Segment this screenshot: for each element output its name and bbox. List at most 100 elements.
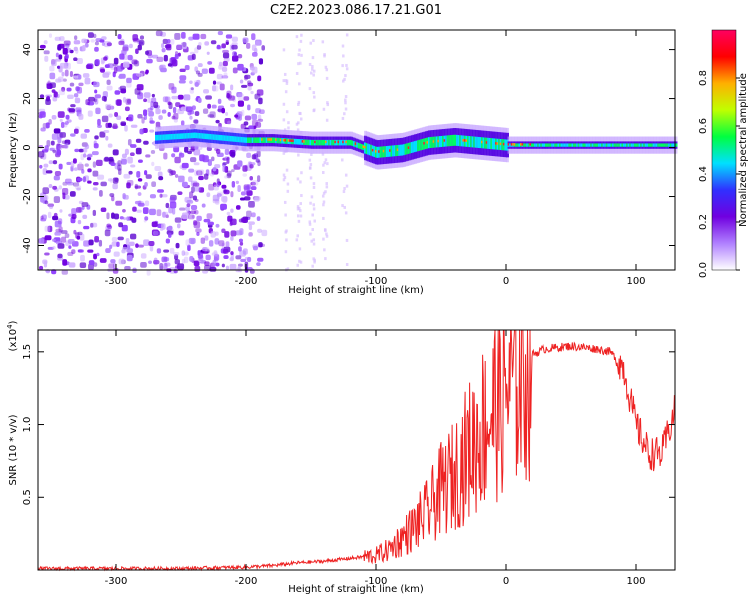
spectrogram-cell [537,143,541,147]
spectrogram-cell [73,128,79,134]
spectrogram-cell [167,225,173,231]
spectrogram-cell [84,129,90,133]
spectrogram-cell [78,148,84,153]
spectrogram-cell [298,82,301,86]
spectrogram-cell [150,150,156,154]
spectrogram-cell [651,143,655,147]
spectrogram-cell [345,67,349,71]
spectrogram-cell [212,134,216,140]
spectrogram-cell [45,98,51,105]
spectrogram-cell [249,66,255,71]
spectrogram-cell [285,238,288,242]
spectrogram-x-tick-label: 0 [503,276,509,287]
spectrogram-cell [242,37,249,43]
spectrogram-cell [417,140,421,152]
spectrogram-cell [619,143,623,147]
spectrogram-cell [202,108,209,114]
spectrogram-cell [286,189,290,193]
spectrogram-cell [329,139,333,146]
spectrogram-cell [42,168,48,175]
spectrogram-cell [239,241,244,246]
spectrogram-cell [674,143,678,147]
spectrogram-cell [231,136,235,142]
spectrogram-cell [121,158,127,165]
spectrogram-cell [77,249,83,253]
spectrogram-cell [257,160,261,167]
spectrogram-cell [178,175,185,183]
spectrogram-cell [136,170,141,178]
spectrogram-cell [236,111,243,117]
spectrogram-cell [111,195,115,202]
snr-y-multiplier: (x104) [6,320,19,351]
spectrogram-cell [49,72,56,80]
spectrogram-cell [257,257,264,262]
spectrogram-cell [540,143,544,147]
spectrogram-cell [43,50,50,55]
spectrogram-cell [161,43,165,49]
spectrogram-cell [163,262,168,270]
spectrogram-cell [177,191,183,196]
spectrogram-cell [194,132,197,139]
spectrogram-cell [167,134,171,140]
spectrogram-cell [112,267,119,274]
spectrogram-cell [81,169,85,174]
spectrogram-cell [46,139,51,147]
snr-y-multiplier-close: ) [8,320,19,324]
spectrogram-cell [71,208,77,215]
spectrogram-cell [81,38,87,44]
spectrogram-cell [148,260,152,264]
spectrogram-cell [203,218,211,223]
spectrogram-cell [207,103,212,109]
spectrogram-cell [39,111,46,118]
spectrogram-cell [126,182,131,189]
spectrogram-cell [156,56,164,62]
spectrogram-cell [93,253,98,260]
spectrogram-cell [93,33,97,39]
spectrogram-cell [309,201,312,205]
spectrogram-cell [143,92,151,98]
spectrogram-cell [158,115,163,120]
spectrogram-cell [176,133,180,140]
spectrogram-cell [147,53,153,59]
spectrogram-cell [246,42,251,49]
spectrogram-cell [344,211,348,215]
spectrogram-cell [64,121,69,125]
spectrogram-cell [101,115,109,123]
spectrogram-cell [222,61,228,67]
spectrogram-cell [428,137,431,149]
spectrogram-cell [312,185,316,189]
spectrogram-cell [47,211,52,219]
spectrogram-cell [87,153,93,157]
spectrogram-cell [130,124,138,128]
spectrogram-cell [90,39,95,43]
spectrogram-cell [109,178,114,184]
spectrogram-cell [163,54,168,62]
spectrogram-cell [226,157,230,164]
spectrogram-cell [356,142,360,148]
spectrogram-cell [190,157,197,163]
spectrogram-cell [345,263,349,267]
spectrogram-cell [52,160,58,165]
spectrogram-cell [627,143,631,147]
spectrogram-cell [144,181,148,187]
colorbar-tick-label: 0.0 [698,262,709,278]
spectrogram-cell [57,44,62,51]
spectrogram-cell [94,46,99,52]
spectrogram-cell [176,44,184,50]
spectrogram-cell [53,175,60,181]
spectrogram-cell [107,143,113,148]
spectrogram-cell [535,143,539,147]
spectrogram-cell [532,143,536,147]
spectrogram-cell [144,50,150,55]
spectrogram-cell [69,70,73,77]
spectrogram-cell [456,134,460,146]
spectrogram-cell [208,240,214,247]
spectrogram-cell [242,137,246,143]
spectrogram-cell [135,48,139,55]
spectrogram-cell [83,147,88,153]
spectrogram-cell [641,143,645,147]
spectrogram-cell [113,213,120,220]
spectrogram-cell [186,199,194,204]
spectrogram-cell [418,139,422,151]
spectrogram-cell [251,212,256,218]
